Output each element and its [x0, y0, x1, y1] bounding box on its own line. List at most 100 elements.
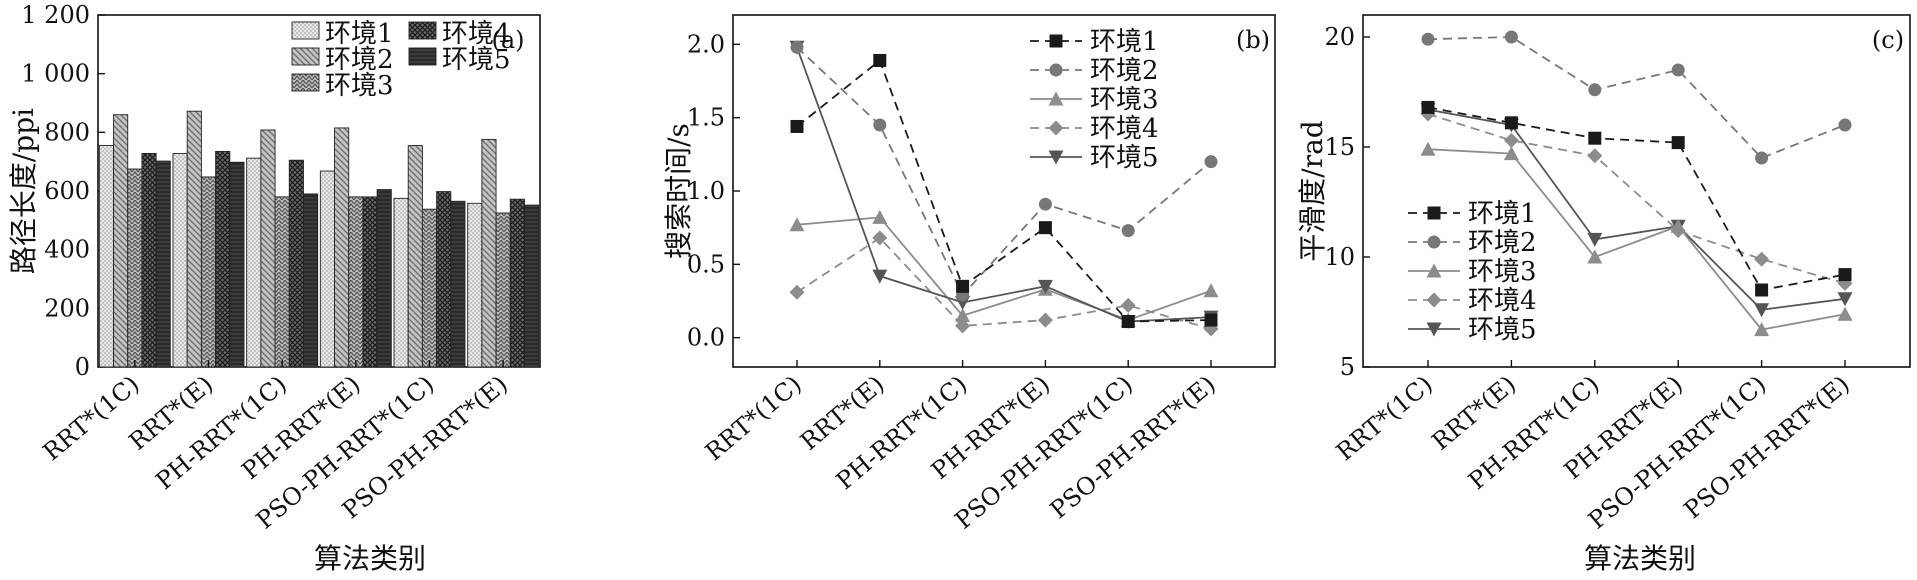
y-tick-label: 2.0 — [687, 30, 725, 58]
panel-b-ylabel: 搜索时间/s — [662, 123, 695, 259]
legend-swatch-1 — [291, 21, 320, 40]
line-1 — [796, 58, 1212, 323]
legend-label-1: 环境1 — [1468, 199, 1537, 229]
line-4 — [796, 236, 1212, 330]
legend-label-4: 环境4 — [1090, 114, 1159, 144]
line-5 — [1427, 108, 1846, 311]
bar-4-2 — [215, 150, 231, 368]
point-4-2 — [872, 230, 888, 246]
point-2-1 — [1421, 32, 1435, 46]
bar-4-4 — [362, 196, 378, 368]
legend-label-1: 环境1 — [325, 19, 394, 49]
panel-c-xticks: RRT*(1C)RRT*(E)PH-RRT*(1C)PH-RRT*(E)PSO-… — [1331, 360, 1855, 535]
bar-5-6 — [524, 204, 540, 368]
panel-c-lines — [1420, 30, 1853, 337]
panel-b-label: (b) — [1236, 26, 1270, 54]
legend-label-2: 环境2 — [1468, 228, 1537, 258]
y-tick-label: 1 000 — [21, 60, 90, 88]
bar-2-3 — [260, 129, 276, 368]
legend-label-2: 环境2 — [1090, 56, 1159, 86]
panel-c: 5 10 15 20 RRT*(1C)RRT*(E)PH-RRT*(1C)PH-RRT… — [1296, 14, 1911, 575]
legend-swatch-3 — [291, 73, 320, 92]
line-3 — [796, 216, 1212, 322]
point-2-2 — [1504, 30, 1518, 44]
panel-b-lines — [789, 40, 1219, 337]
legend-swatch-2 — [291, 47, 320, 66]
y-tick-label: 20 — [1324, 23, 1355, 51]
legend-marker-5 — [1048, 150, 1064, 165]
y-tick-label: 200 — [44, 294, 90, 322]
point-2-2 — [873, 118, 887, 132]
panel-a-label: (a) — [491, 26, 524, 54]
point-2-4 — [1671, 63, 1685, 77]
bar-4-3 — [288, 159, 304, 368]
point-1-5 — [1121, 315, 1135, 329]
legend-marker-3 — [1426, 263, 1442, 278]
legend-label-2: 环境2 — [325, 45, 394, 75]
point-1-3 — [956, 279, 970, 293]
panel-c-frame — [1362, 14, 1911, 368]
panel-a-xlabel: 算法类别 — [314, 542, 426, 575]
point-1-5 — [1755, 283, 1769, 297]
point-1-6 — [1204, 313, 1218, 327]
legend-label-5: 环境5 — [1090, 143, 1159, 173]
point-1-4 — [1671, 136, 1685, 150]
x-tick-label: RRT*(1C) — [38, 370, 145, 466]
x-tick-label: RRT*(1C) — [1331, 370, 1438, 466]
legend-swatch-5 — [408, 47, 437, 66]
y-tick-label: 1.5 — [687, 104, 725, 132]
bar-5-3 — [303, 193, 319, 368]
legend-marker-2 — [1427, 235, 1441, 249]
bar-5-5 — [450, 200, 466, 368]
point-1-1 — [1421, 100, 1435, 114]
y-tick-label: 0.0 — [687, 324, 725, 352]
point-3-3 — [1587, 249, 1603, 264]
point-4-4 — [1037, 312, 1053, 328]
panel-b: 0.0 0.5 1.0 1.5 2.0 RRT*(1C)RRT*(E)PH-RRT*(1… — [662, 14, 1276, 535]
y-tick-label: 15 — [1324, 133, 1355, 161]
line-1 — [1427, 106, 1846, 292]
bar-3-2 — [200, 176, 217, 368]
legend-marker-3 — [1048, 91, 1064, 106]
point-3-6 — [1837, 306, 1853, 321]
point-5-6 — [1837, 292, 1853, 307]
bar-1-3 — [246, 157, 262, 368]
legend-label-4: 环境4 — [442, 19, 511, 49]
point-5-3 — [1587, 232, 1603, 247]
legend-label-3: 环境3 — [325, 71, 394, 101]
legend-marker-2 — [1049, 63, 1063, 77]
legend-marker-4 — [1048, 120, 1064, 136]
point-4-5 — [1754, 251, 1770, 267]
y-tick-label: 400 — [44, 236, 90, 264]
panel-a-yticks: 0 200 400 600 800 1 000 1 200 — [21, 1, 105, 381]
legend-marker-1 — [1049, 34, 1063, 48]
point-2-6 — [1204, 155, 1218, 169]
panel-b-yticks: 0.0 0.5 1.0 1.5 2.0 — [687, 30, 740, 352]
bar-3-5 — [421, 208, 438, 368]
bar-2-1 — [113, 114, 129, 368]
point-3-1 — [1420, 141, 1436, 156]
point-2-5 — [1755, 151, 1769, 165]
y-tick-label: 600 — [44, 177, 90, 205]
point-3-4 — [1670, 218, 1686, 233]
bar-3-4 — [348, 196, 364, 368]
y-tick-label: 10 — [1324, 243, 1355, 271]
x-tick-label: PH-RRT*(1C) — [150, 370, 292, 495]
y-tick-label: 1 200 — [21, 1, 90, 29]
x-tick-label: RRT*(1C) — [700, 370, 807, 466]
line-4 — [1427, 113, 1846, 285]
y-tick-label: 0.5 — [687, 250, 725, 278]
panel-c-yticks: 5 10 15 20 — [1324, 23, 1370, 381]
y-tick-label: 800 — [44, 118, 90, 146]
point-2-3 — [1588, 83, 1602, 97]
point-1-3 — [1588, 131, 1602, 145]
point-5-2 — [872, 269, 888, 284]
bar-4-1 — [141, 153, 157, 368]
bar-5-1 — [155, 160, 171, 368]
panel-a: 0 200 400 600 800 1 000 1 200 RRT*(1C)RRT*(E)P… — [7, 1, 541, 575]
legend-label-3: 环境3 — [1468, 257, 1537, 287]
y-tick-label: 0 — [75, 353, 90, 381]
